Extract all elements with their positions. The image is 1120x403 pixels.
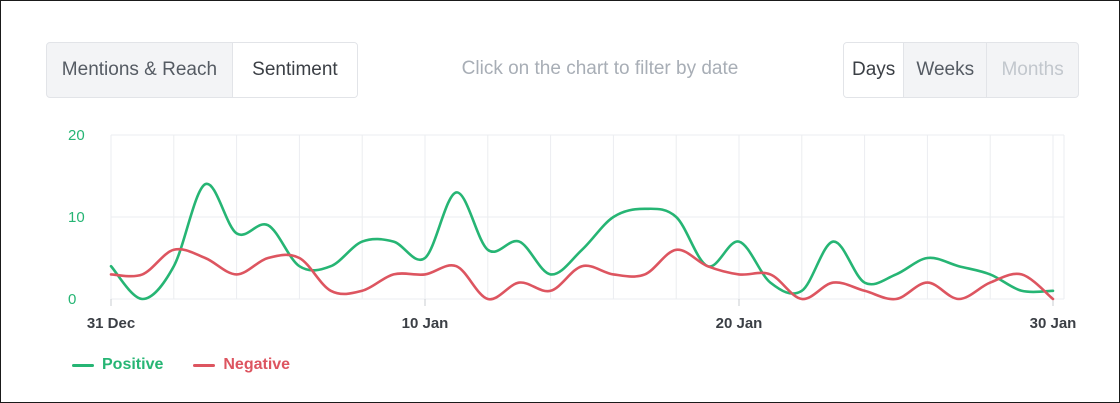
period-weeks-button[interactable]: Weeks bbox=[903, 43, 986, 97]
chart-grid bbox=[110, 134, 1065, 300]
filter-hint: Click on the chart to filter by date bbox=[461, 58, 739, 79]
y-tick-label: 0 bbox=[68, 291, 76, 308]
legend-label: Negative bbox=[223, 356, 291, 373]
y-axis: 0 10 20 bbox=[68, 127, 85, 308]
tab-mentions-reach[interactable]: Mentions & Reach bbox=[61, 59, 218, 80]
legend-item-negative[interactable]: Negative bbox=[193, 356, 290, 374]
period-toggle: Days Weeks Months bbox=[843, 42, 1079, 98]
tab-sentiment[interactable]: Sentiment bbox=[231, 43, 357, 97]
period-days-button[interactable]: Days bbox=[844, 43, 904, 97]
x-axis: 31 Dec 10 Jan 20 Jan 30 Jan bbox=[87, 299, 1077, 332]
y-tick-label: 20 bbox=[68, 127, 85, 144]
series-line-positive[interactable] bbox=[109, 182, 1055, 301]
x-tick-label: 31 Dec bbox=[87, 315, 135, 332]
x-tick-label: 20 Jan bbox=[716, 315, 763, 332]
chart-legend: Positive Negative bbox=[72, 356, 290, 374]
legend-swatch bbox=[193, 363, 216, 367]
view-toggle: Mentions & Reach Sentiment bbox=[46, 42, 358, 98]
series-line-negative[interactable] bbox=[109, 247, 1055, 301]
x-tick-label: 10 Jan bbox=[402, 315, 449, 332]
legend-item-positive[interactable]: Positive bbox=[72, 356, 163, 374]
legend-swatch bbox=[72, 363, 94, 367]
series-layer bbox=[109, 182, 1055, 301]
period-months-button[interactable]: Months bbox=[986, 43, 1078, 97]
legend-label: Positive bbox=[102, 356, 164, 373]
y-tick-label: 10 bbox=[68, 209, 85, 226]
x-tick-label: 30 Jan bbox=[1030, 315, 1077, 332]
